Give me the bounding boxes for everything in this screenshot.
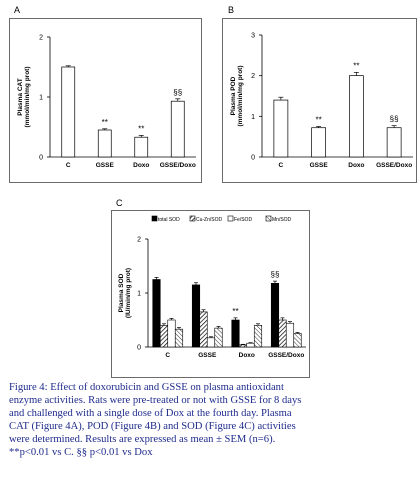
chart-a-svg: 0 1 2 Plasma CAT (mmol/min/mg prot) C ** GSSE **…	[17, 35, 196, 169]
x-tick-label: C	[66, 162, 71, 169]
panel-label-a: A	[14, 5, 21, 15]
bar	[311, 127, 326, 158]
y-tick-label: 1	[251, 114, 255, 121]
x-tick-label: GSSE	[198, 352, 217, 359]
x-tick-label: Doxo	[239, 352, 255, 359]
significance-label: §§	[271, 270, 280, 279]
bar	[170, 100, 185, 158]
bar	[199, 311, 208, 348]
bar	[285, 322, 295, 348]
y-axis-label: (mmol/min/mg prot)	[24, 66, 31, 127]
x-tick-label: GSSE/Doxo	[268, 352, 304, 359]
legend-label: Cu-Zn/SOD	[196, 217, 223, 223]
chart-panel-b: 0 1 2 3 Plasma POD (mmol/min/mg prot) C ** GSSE *…	[222, 18, 417, 183]
significance-label: §§	[390, 115, 399, 124]
x-tick-label: GSSE/Doxo	[376, 162, 412, 169]
panel-label-c: C	[116, 198, 123, 208]
y-tick-label: 1	[137, 291, 141, 298]
significance-label: **	[316, 116, 322, 125]
y-tick-label: 1	[39, 95, 43, 102]
significance-label: **	[353, 61, 359, 70]
significance-label: §§	[173, 88, 182, 97]
bar	[278, 319, 287, 348]
caption-line: Figure 4: Effect of doxorubicin and GSSE…	[9, 382, 284, 393]
bar	[206, 337, 216, 348]
bar	[214, 327, 223, 348]
bar	[134, 136, 149, 158]
caption-line: were determined. Results are expressed a…	[9, 434, 276, 446]
y-axis-label: Plasma SOD	[118, 273, 125, 312]
x-tick-label: GSSE/Doxo	[160, 162, 196, 169]
y-axis-label: (IU/min/mg prot)	[125, 268, 132, 318]
x-tick-label: C	[279, 162, 284, 169]
caption-line: **p<0.01 vs C. §§ p<0.01 vs Dox	[9, 447, 153, 459]
significance-label: **	[232, 307, 238, 316]
chart-c-svg: 0 1 2 Plasma SOD (IU/min/mg prot) total SOD Cu…	[118, 215, 306, 359]
bar	[159, 325, 169, 348]
bar	[270, 282, 280, 348]
legend-label: Mn/SOD	[272, 217, 292, 223]
significance-label: **	[138, 124, 144, 133]
y-tick-label: 0	[251, 155, 255, 162]
y-axis-label: (mmol/min/mg prot)	[237, 65, 244, 126]
bar	[273, 99, 289, 158]
bar	[386, 127, 402, 158]
y-axis-label: Plasma POD	[230, 76, 237, 115]
y-axis-label: Plasma CAT	[17, 78, 24, 115]
x-tick-label: GSSE	[310, 162, 329, 169]
legend-swatch	[227, 215, 234, 222]
bar	[246, 342, 255, 348]
chart-b-svg: 0 1 2 3 Plasma POD (mmol/min/mg prot) C ** GSSE *…	[230, 33, 413, 169]
bar	[293, 333, 302, 348]
bar	[231, 319, 240, 348]
caption-line: enzyme activities. Rats were pre-treated…	[9, 395, 302, 407]
legend-label: Fe/SOD	[234, 217, 252, 223]
bar	[253, 325, 263, 348]
bar	[174, 328, 184, 348]
y-tick-label: 2	[39, 35, 43, 42]
y-tick-label: 0	[137, 345, 141, 352]
bar	[61, 66, 76, 158]
bar	[349, 75, 364, 158]
chart-panel-a: 0 1 2 Plasma CAT (mmol/min/mg prot) C ** GSSE **…	[9, 18, 202, 183]
y-tick-label: 0	[39, 155, 43, 162]
figure-caption: Figure 4: Effect of doxorubicin and GSSE…	[9, 381, 417, 460]
caption-line: CAT (Figure 4A), POD (Figure 4B) and SOD…	[9, 421, 296, 433]
x-tick-label: Doxo	[133, 162, 149, 169]
x-tick-label: C	[165, 352, 170, 359]
legend-swatch	[189, 215, 196, 222]
x-tick-label: GSSE	[96, 162, 115, 169]
bar	[167, 319, 176, 348]
chart-panel-c: 0 1 2 Plasma SOD (IU/min/mg prot) total SOD Cu…	[111, 210, 310, 378]
panel-label-b: B	[228, 5, 235, 15]
caption-line: and challenged with a single dose of Dox…	[9, 408, 292, 420]
bar	[238, 344, 248, 348]
significance-label: **	[102, 118, 108, 127]
bar	[191, 284, 201, 348]
legend-swatch	[151, 215, 158, 222]
legend-swatch	[265, 215, 272, 222]
y-tick-label: 3	[251, 33, 255, 40]
y-tick-label: 2	[137, 237, 141, 244]
legend-label: total SOD	[158, 217, 180, 223]
bar	[97, 129, 112, 158]
bar	[152, 279, 161, 348]
x-tick-label: Doxo	[348, 162, 364, 169]
y-tick-label: 2	[251, 73, 255, 80]
